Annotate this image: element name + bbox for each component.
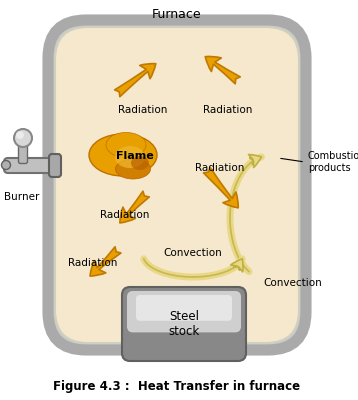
FancyBboxPatch shape xyxy=(55,27,299,343)
Text: Flame: Flame xyxy=(116,151,154,161)
Text: Radiation: Radiation xyxy=(100,210,149,220)
Circle shape xyxy=(1,160,10,170)
Text: Furnace: Furnace xyxy=(152,8,202,20)
FancyBboxPatch shape xyxy=(48,20,306,350)
Text: Burner: Burner xyxy=(4,192,40,202)
Text: Radiation: Radiation xyxy=(68,258,117,268)
Circle shape xyxy=(16,131,24,139)
Text: Steel
stock: Steel stock xyxy=(168,310,200,338)
Ellipse shape xyxy=(116,159,150,179)
Text: Radiation: Radiation xyxy=(118,105,168,115)
FancyBboxPatch shape xyxy=(136,295,232,321)
Text: Radiation: Radiation xyxy=(203,105,252,115)
Text: Figure 4.3 :  Heat Transfer in furnace: Figure 4.3 : Heat Transfer in furnace xyxy=(53,380,301,393)
FancyBboxPatch shape xyxy=(4,158,58,173)
Text: Radiation: Radiation xyxy=(195,163,245,173)
Text: Combustion
products: Combustion products xyxy=(308,151,358,173)
FancyBboxPatch shape xyxy=(127,291,241,332)
FancyBboxPatch shape xyxy=(122,287,246,361)
Ellipse shape xyxy=(89,134,157,176)
FancyBboxPatch shape xyxy=(49,154,61,177)
Text: Convection: Convection xyxy=(263,278,322,288)
Ellipse shape xyxy=(115,146,145,168)
Circle shape xyxy=(14,129,32,147)
Ellipse shape xyxy=(131,156,149,170)
Ellipse shape xyxy=(106,132,146,158)
Text: Convection: Convection xyxy=(163,248,222,258)
FancyBboxPatch shape xyxy=(19,142,28,164)
